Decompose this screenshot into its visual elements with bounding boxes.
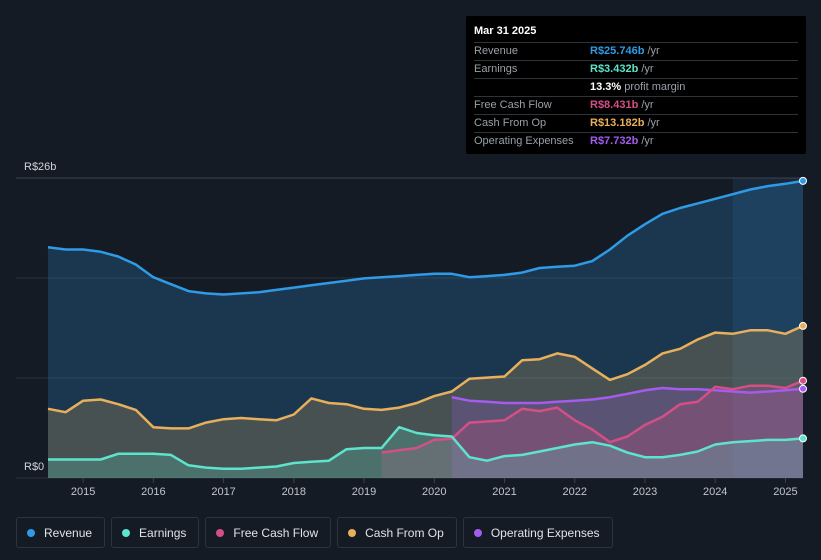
legend-label: Free Cash Flow: [233, 525, 319, 540]
tooltip-row-label: Revenue: [474, 45, 519, 57]
legend-label: Operating Expenses: [490, 525, 600, 540]
tooltip-row-unit: profit margin: [624, 81, 686, 93]
tooltip-row-value: 13.3%: [590, 81, 622, 93]
x-tick-label: 2024: [703, 486, 727, 498]
free-cash-flow-endpoint: [799, 376, 807, 385]
tooltip-row-unit: /yr: [647, 45, 660, 57]
revenue-endpoint: [799, 176, 807, 185]
tooltip-row-value: R$3.432b: [590, 63, 639, 75]
x-tick-label: 2017: [211, 486, 235, 498]
x-tick-label: 2022: [563, 486, 587, 498]
revenue-area: [48, 180, 803, 478]
tooltip-row: 13.3% profit margin: [474, 79, 798, 97]
earnings-endpoint: [799, 434, 807, 443]
tooltip-row-value: R$25.746b: [590, 45, 645, 57]
y-axis-bottom-label: R$0: [24, 461, 44, 473]
legend-item-earnings[interactable]: Earnings: [111, 517, 200, 548]
x-tick-label: 2023: [633, 486, 657, 498]
legend-label: Revenue: [44, 525, 93, 540]
x-tick-label: 2019: [352, 486, 376, 498]
legend-label: Earnings: [139, 525, 187, 540]
legend-dot-icon: [122, 528, 131, 537]
tooltip-row: Cash From Op R$13.182b/yr: [474, 115, 798, 133]
x-axis-ticks: 2015 2016 2017 2018 2019 2020 2021 2022 2023 2024…: [71, 478, 798, 498]
tooltip-row-label: Earnings: [474, 63, 518, 75]
earnings-area: [48, 427, 803, 478]
tooltip-row: Earnings R$3.432b/yr: [474, 61, 798, 79]
legend-item-free-cash-flow[interactable]: Free Cash Flow: [205, 517, 332, 548]
tooltip-date: Mar 31 2025: [474, 24, 798, 43]
tooltip-row-label: Free Cash Flow: [474, 99, 552, 111]
tooltip-row-unit: /yr: [641, 135, 654, 147]
legend-dot-icon: [348, 528, 357, 537]
legend-dot-icon: [27, 528, 35, 537]
operating-expenses-line: [451, 386, 804, 405]
x-tick-label: 2015: [71, 486, 95, 498]
tooltip-row: Operating Expenses R$7.732b/yr: [474, 133, 798, 150]
x-tick-label: 2025: [773, 486, 797, 498]
tooltip-row-unit: /yr: [647, 117, 660, 129]
legend-item-operating-expenses[interactable]: Operating Expenses: [462, 517, 613, 548]
legend-label: Cash From Op: [365, 525, 444, 540]
free-cash-flow-area: [381, 380, 803, 478]
x-tick-label: 2021: [492, 486, 516, 498]
tooltip-row-value: R$13.182b: [590, 117, 645, 129]
earnings-line: [48, 425, 804, 471]
tooltip-row-label: Operating Expenses: [474, 135, 574, 147]
revenue-line: [47, 179, 804, 296]
x-tick-label: 2018: [282, 486, 306, 498]
free-cash-flow-line: [381, 379, 804, 454]
legend-item-revenue[interactable]: Revenue: [16, 517, 106, 548]
tooltip-row-label: Cash From Op: [474, 117, 547, 129]
cash-from-op-endpoint: [799, 321, 807, 330]
tooltip-row-unit: /yr: [641, 99, 654, 111]
y-axis-top-label: R$26b: [24, 161, 56, 173]
x-tick-label: 2016: [141, 486, 165, 498]
series-lines: [47, 179, 804, 471]
tooltip-row-value: R$8.431b: [590, 99, 639, 111]
cash-from-op-line: [47, 324, 804, 430]
tooltip-row-label: [474, 79, 590, 96]
data-tooltip: Mar 31 2025 Revenue R$25.746b/yr Earnings R…: [466, 16, 806, 154]
legend-item-cash-from-op[interactable]: Cash From Op: [337, 517, 457, 548]
legend-dot-icon: [473, 528, 482, 537]
tooltip-rows: Revenue R$25.746b/yr Earnings R$3.432b/yr 13…: [474, 43, 798, 150]
legend-dot-icon: [216, 528, 225, 537]
tooltip-row: Revenue R$25.746b/yr: [474, 43, 798, 61]
operating-expenses-endpoint: [799, 384, 807, 393]
series-endpoints: [799, 176, 807, 443]
tooltip-row: Free Cash Flow R$8.431b/yr: [474, 97, 798, 115]
tooltip-row-unit: /yr: [641, 63, 654, 75]
chart-legend: Revenue Earnings Free Cash Flow Cash From O…: [16, 517, 613, 548]
forecast-highlight-band: [732, 178, 803, 478]
gridlines: [16, 177, 803, 479]
tooltip-row-value: R$7.732b: [590, 135, 639, 147]
x-tick-label: 2020: [422, 486, 446, 498]
